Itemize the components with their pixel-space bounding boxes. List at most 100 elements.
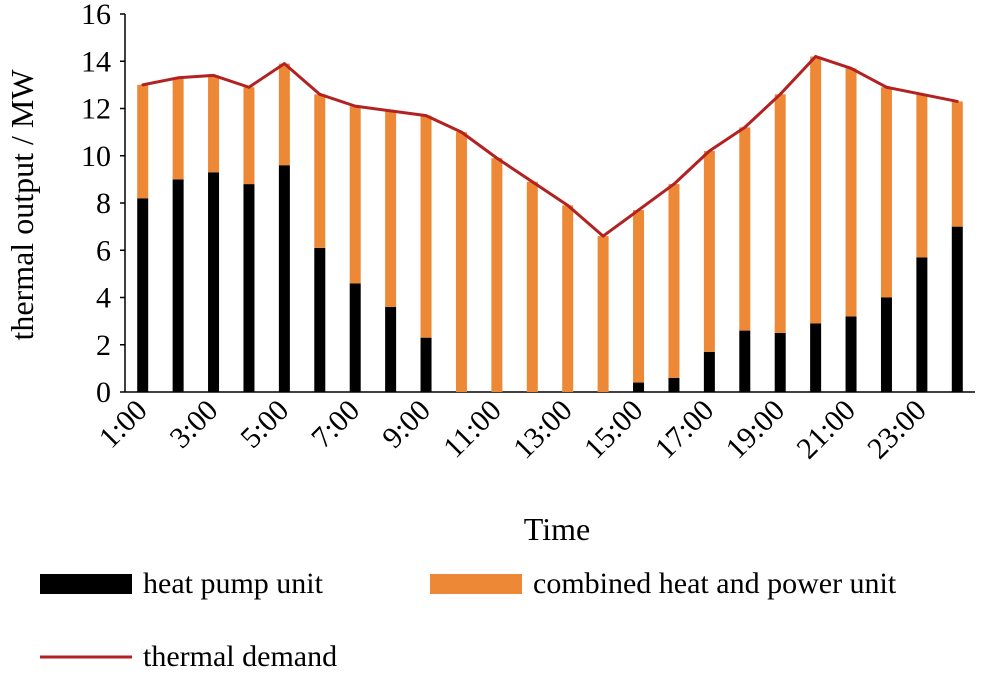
legend-label-thermal-demand: thermal demand [143,640,337,673]
bar-chp [633,210,645,383]
thermal-demand-point [885,85,888,89]
thermal-demand-point [495,156,499,160]
bar-chp [774,94,786,333]
bar-chp [278,63,290,166]
bar-chp [597,236,609,392]
thermal-demand-point [920,92,924,96]
thermal-demand-point [247,85,251,89]
bar-heat-pump [880,297,892,392]
x-tick-label: 17:00 [649,394,721,466]
x-tick-label: 21:00 [790,394,862,466]
bar-heat-pump [314,247,326,392]
bar-heat-pump [916,257,928,392]
bar-heat-pump [137,198,149,392]
x-tick-label: 13:00 [507,394,579,466]
y-axis-title: thermal output / MW [4,69,40,341]
bar-chp [137,84,149,199]
bar-chp [385,110,397,307]
y-tick-label: 16 [81,0,111,31]
legend-swatch-heat-pump [40,574,132,594]
y-tick-label: 0 [96,376,111,409]
bar-chp [349,106,361,284]
bar-heat-pump [420,337,432,392]
thermal-demand-point [849,66,853,70]
thermal-demand-point [424,114,428,117]
bar-heat-pump [810,323,822,392]
bar-chp [703,151,715,352]
bar-heat-pump [633,382,645,392]
x-tick-label: 5:00 [234,394,295,455]
thermal-demand-point [212,74,215,77]
bar-chp [208,75,220,173]
bar-heat-pump [668,377,680,392]
legend-swatch-chp [430,574,522,594]
y-tick-label: 8 [96,187,111,220]
x-tick-label: 9:00 [376,394,437,455]
y-tick-label: 2 [96,329,111,362]
thermal-demand-point [707,149,711,153]
thermal-demand-point [637,208,640,212]
y-tick-label: 6 [96,234,111,267]
bar-heat-pump [845,316,857,392]
bar-heat-pump [208,172,220,392]
bar-chp [951,101,963,227]
bar-chp [668,184,680,378]
thermal-demand-point [282,62,286,66]
bar-chp [172,77,184,180]
bar-chp [491,158,503,392]
thermal-demand-line [142,55,958,238]
x-tick-label: 11:00 [437,394,508,465]
y-tick-label: 14 [81,45,111,78]
x-tick-label: 23:00 [861,394,933,466]
thermal-demand-point [318,92,322,96]
bar-chp [810,56,822,324]
bar-series-heat-pump [137,165,963,392]
x-tick-label: 7:00 [305,394,366,455]
bar-chp [880,87,892,298]
legend: heat pump unit combined heat and power un… [40,567,897,673]
bar-chp [845,68,857,317]
bar-heat-pump [243,184,255,392]
legend-label-heat-pump: heat pump unit [143,567,324,600]
thermal-demand-point [955,100,959,103]
thermal-demand-point [814,55,818,58]
bar-heat-pump [774,332,786,392]
bar-chp [420,115,432,338]
bar-heat-pump [172,179,184,392]
bar-chp [314,94,326,248]
thermal-demand-point [176,76,180,80]
thermal-demand-point [601,234,605,238]
y-tick-label: 4 [96,282,111,315]
thermal-demand-point [460,130,463,134]
bar-chp [526,181,538,392]
bar-chp [243,87,255,185]
bar-heat-pump [739,330,751,392]
thermal-demand-point [778,92,782,96]
x-axis-title: Time [524,511,590,547]
y-tick-label: 12 [81,93,111,126]
bar-heat-pump [951,226,963,392]
bar-chp [455,132,467,392]
y-tick-label: 10 [81,140,111,173]
bar-heat-pump [703,351,715,392]
legend-label-chp: combined heat and power unit [533,567,897,600]
bar-heat-pump [278,165,290,392]
thermal-demand-point [530,180,534,184]
x-tick-label: 19:00 [719,394,791,466]
x-tick-label: 15:00 [578,394,650,466]
bar-chp [739,127,751,331]
thermal-demand-point [743,126,747,129]
thermal-demand-point [141,83,145,87]
thermal-demand-point [566,203,570,207]
thermal-demand-point [672,182,676,186]
bar-chp [562,205,574,392]
x-tick-label: 3:00 [163,394,224,455]
bar-series-chp [137,56,963,392]
thermal-demand-point [353,104,357,108]
bar-heat-pump [349,283,361,392]
thermal-demand-point [389,109,393,113]
bar-heat-pump [385,306,397,392]
bar-chp [916,94,928,258]
